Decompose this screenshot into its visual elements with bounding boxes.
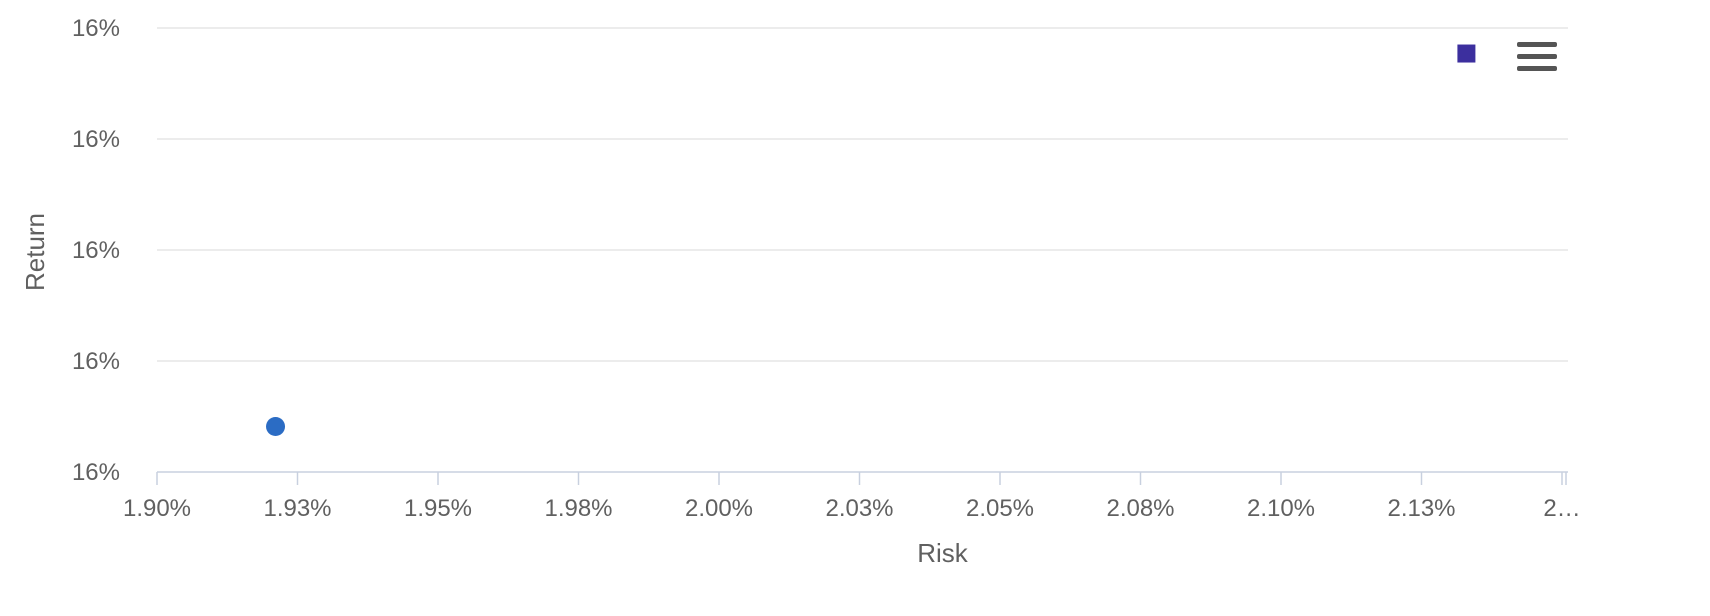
x-tick-label: 1.90%: [123, 495, 191, 522]
y-tick-label: 16%: [72, 348, 120, 375]
x-tick-label: 2.08%: [1106, 495, 1174, 522]
x-tick-label: 2.03%: [825, 495, 893, 522]
x-tick-label: 1.93%: [263, 495, 331, 522]
x-tick-label: 2.10%: [1247, 495, 1315, 522]
x-tick-label: 2…: [1543, 495, 1580, 522]
data-point-square[interactable]: [1457, 44, 1476, 63]
y-axis-ticks: 16% 16% 16% 16% 16%: [72, 15, 120, 486]
x-tick-label: 2.13%: [1387, 495, 1455, 522]
hamburger-menu-icon[interactable]: [1500, 26, 1560, 82]
y-axis-title: Return: [20, 213, 50, 291]
y-tick-label: 16%: [72, 126, 120, 153]
x-tick-label: 2.00%: [685, 495, 753, 522]
x-axis-ticks: 1.90% 1.93% 1.95% 1.98% 2.00% 2.03% 2.05% 2.08%…: [123, 472, 1581, 522]
x-tick-label: 1.98%: [544, 495, 612, 522]
y-tick-label: 16%: [72, 459, 120, 486]
x-axis-title: Risk: [917, 538, 969, 568]
x-tick-label: 1.95%: [404, 495, 472, 522]
x-tick-label: 2.05%: [966, 495, 1034, 522]
data-points: [266, 44, 1476, 436]
y-tick-label: 16%: [72, 15, 120, 42]
data-point-circle[interactable]: [266, 416, 286, 436]
grid-lines: [157, 27, 1568, 362]
y-tick-label: 16%: [72, 237, 120, 264]
